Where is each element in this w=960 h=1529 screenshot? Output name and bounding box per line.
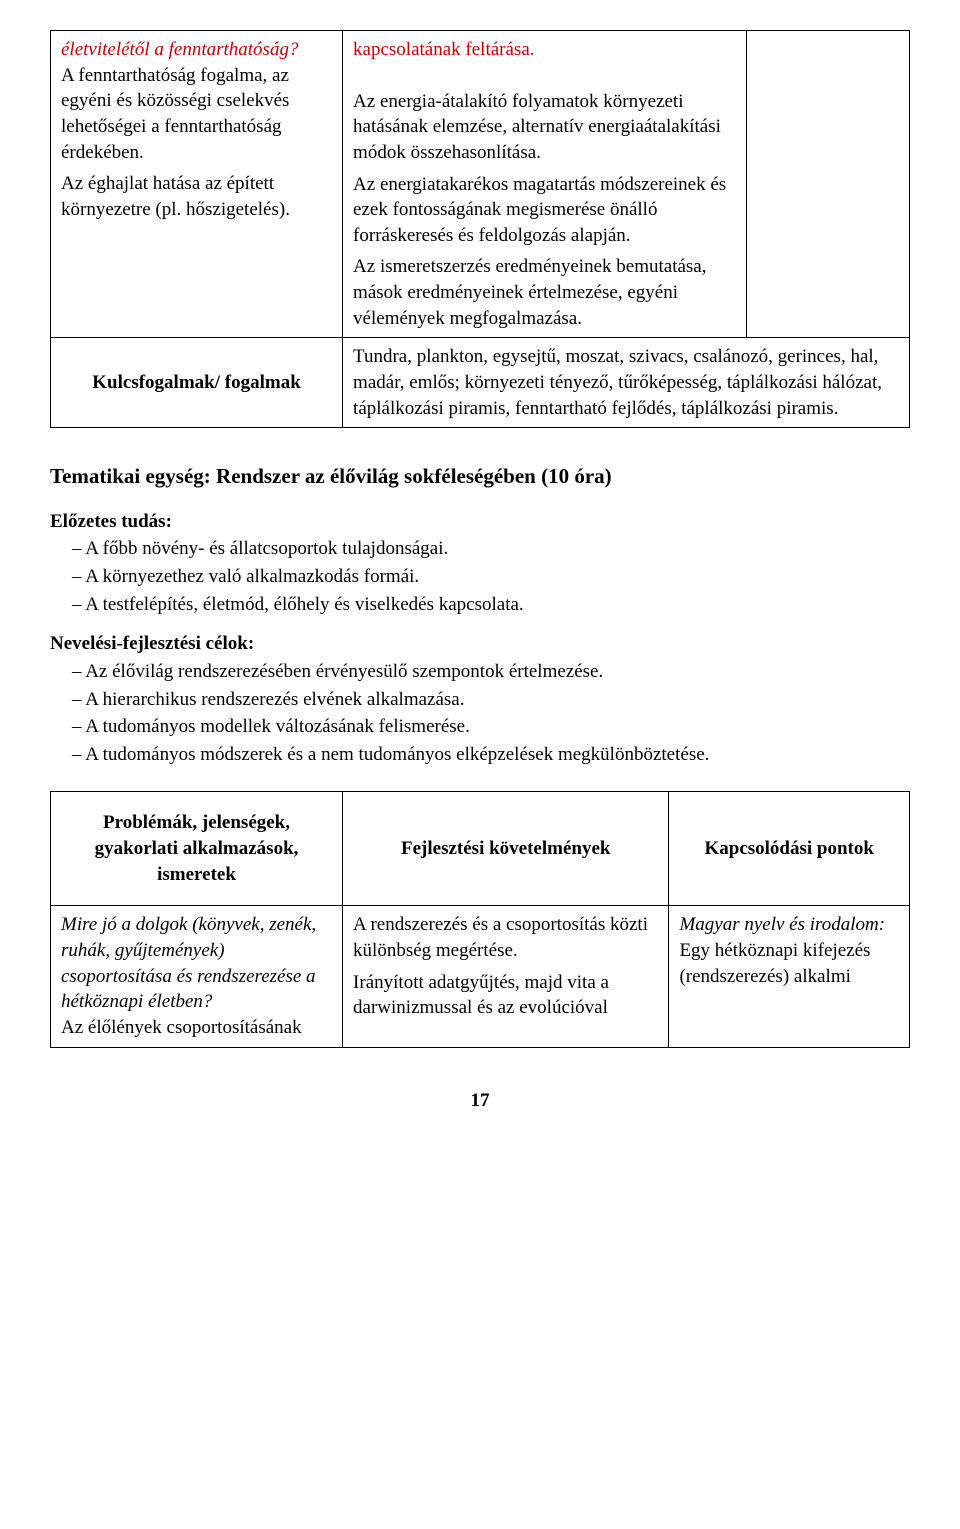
list-item: A tudományos módszerek és a nem tudomány… [72,742,910,768]
header-problemak: Problémák, jelenségek, gyakorlati alkalm… [51,792,343,906]
nevelesi-celok-list: Az élővilág rendszerezésében érvényesülő… [50,659,910,768]
kulcsfogalmak-definition: Tundra, plankton, egysejtű, moszat, sziv… [343,338,910,428]
kulcsfogalmak-label: Kulcsfogalmak/ fogalmak [51,338,343,428]
paragraph: Az ismeretszerzés eredményeinek bemutatá… [353,254,736,331]
list-item: A főbb növény- és állatcsoportok tulajdo… [72,536,910,562]
paragraph: Az éghajlat hatása az épített környezetr… [61,171,332,222]
content-table-bottom: Problémák, jelenségek, gyakorlati alkalm… [50,791,910,1047]
cell-plain-text: A fenntarthatóság fogalma, az egyéni és … [61,63,332,223]
italic-subject: Magyar nyelv és irodalom: [679,914,885,935]
section-title: Tematikai egység: Rendszer az élővilág s… [50,462,910,490]
paragraph: A fenntarthatóság fogalma, az egyéni és … [61,63,332,166]
cell-ismeretek: életvitelétől a fenntarthatóság? A fennt… [51,31,343,338]
question-text: életvitelétől a fenntarthatóság? [61,39,298,60]
paragraph: Irányított adatgyűjtés, majd vita a darw… [353,970,658,1021]
elozetes-tudas-heading: Előzetes tudás: [50,509,910,535]
list-item: A környezethez való alkalmazkodás formái… [72,564,910,590]
table-row: Mire jó a dolgok (könyvek, zenék, ruhák,… [51,906,910,1047]
cell-fejlesztesi: kapcsolatának feltárása. Az energia-átal… [343,31,747,338]
content-table-top: életvitelétől a fenntarthatóság? A fennt… [50,30,910,428]
list-item: A testfelépítés, életmód, élőhely és vis… [72,592,910,618]
nevelesi-celok-heading: Nevelési-fejlesztési célok: [50,631,910,657]
cell-plain-text: Egy hétköznapi kifejezés (rendszerezés) … [679,940,870,987]
red-paragraph: kapcsolatának feltárása. [353,37,736,63]
cell-kapcsolodasi [746,31,909,338]
table-row-fogalmak: Kulcsfogalmak/ fogalmak Tundra, plankton… [51,338,910,428]
table-header-row: Problémák, jelenségek, gyakorlati alkalm… [51,792,910,906]
list-item: A hierarchikus rendszerezés elvének alka… [72,687,910,713]
italic-question: Mire jó a dolgok (könyvek, zenék, ruhák,… [61,914,316,1012]
paragraph: A rendszerezés és a csoportosítás közti … [353,912,658,963]
table-row: életvitelétől a fenntarthatóság? A fennt… [51,31,910,338]
elozetes-tudas-list: A főbb növény- és állatcsoportok tulajdo… [50,536,910,617]
header-fejlesztesi: Fejlesztési követelmények [343,792,669,906]
header-kapcsolodasi: Kapcsolódási pontok [669,792,910,906]
cell-plain-text: Az élőlények csoportosításának [61,1015,332,1041]
page-number: 17 [50,1088,910,1114]
cell-fejlesztesi: A rendszerezés és a csoportosítás közti … [343,906,669,1047]
cell-plain-text: Az energia-átalakító folyamatok környeze… [353,89,736,332]
paragraph: Az energia-átalakító folyamatok környeze… [353,89,736,166]
list-item: A tudományos modellek változásának felis… [72,714,910,740]
list-item: Az élővilág rendszerezésében érvényesülő… [72,659,910,685]
paragraph: Az energiatakarékos magatartás módszerei… [353,172,736,249]
cell-kapcsolodasi: Magyar nyelv és irodalom: Egy hétköznapi… [669,906,910,1047]
cell-problemak: Mire jó a dolgok (könyvek, zenék, ruhák,… [51,906,343,1047]
